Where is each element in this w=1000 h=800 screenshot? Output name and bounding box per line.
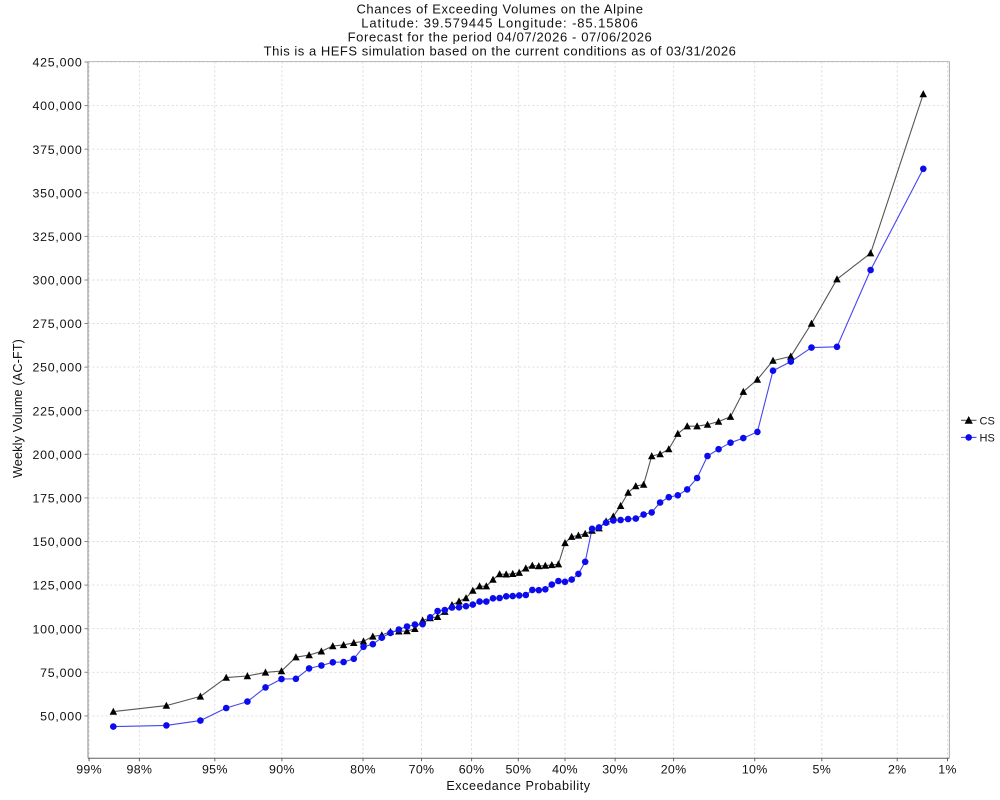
svg-text:HS: HS bbox=[980, 432, 995, 444]
svg-text:Exceedance Probability: Exceedance Probability bbox=[446, 779, 590, 793]
svg-text:This is a HEFS simulation base: This is a HEFS simulation based on the c… bbox=[264, 43, 737, 58]
svg-text:325,000: 325,000 bbox=[32, 230, 82, 244]
svg-text:125,000: 125,000 bbox=[32, 579, 82, 593]
svg-text:99%: 99% bbox=[76, 763, 102, 777]
svg-text:60%: 60% bbox=[459, 763, 485, 777]
svg-text:50%: 50% bbox=[505, 763, 531, 777]
svg-text:70%: 70% bbox=[409, 763, 435, 777]
svg-text:275,000: 275,000 bbox=[32, 317, 82, 331]
svg-text:75,000: 75,000 bbox=[40, 666, 82, 680]
svg-text:Chances of Exceeding Volumes o: Chances of Exceeding Volumes on the Alpi… bbox=[356, 1, 643, 16]
svg-text:100,000: 100,000 bbox=[32, 622, 82, 636]
svg-text:350,000: 350,000 bbox=[32, 186, 82, 200]
svg-text:10%: 10% bbox=[742, 763, 768, 777]
svg-text:20%: 20% bbox=[661, 763, 687, 777]
svg-text:50,000: 50,000 bbox=[40, 710, 82, 724]
svg-text:175,000: 175,000 bbox=[32, 492, 82, 506]
svg-text:40%: 40% bbox=[552, 763, 578, 777]
svg-text:30%: 30% bbox=[602, 763, 628, 777]
svg-text:Forecast for the period 04/07/: Forecast for the period 04/07/2026 - 07/… bbox=[348, 29, 653, 44]
svg-text:95%: 95% bbox=[202, 763, 228, 777]
svg-text:Latitude: 39.579445 Longitude:: Latitude: 39.579445 Longitude: -85.15806 bbox=[361, 15, 638, 30]
svg-text:Weekly Volume (AC-FT): Weekly Volume (AC-FT) bbox=[11, 339, 25, 478]
svg-text:80%: 80% bbox=[350, 763, 376, 777]
svg-text:425,000: 425,000 bbox=[32, 56, 82, 70]
svg-text:98%: 98% bbox=[127, 763, 153, 777]
svg-text:5%: 5% bbox=[813, 763, 832, 777]
svg-text:2%: 2% bbox=[888, 763, 907, 777]
svg-text:90%: 90% bbox=[269, 763, 295, 777]
svg-text:250,000: 250,000 bbox=[32, 361, 82, 375]
svg-text:225,000: 225,000 bbox=[32, 404, 82, 418]
svg-text:150,000: 150,000 bbox=[32, 535, 82, 549]
svg-text:300,000: 300,000 bbox=[32, 274, 82, 288]
svg-text:CS: CS bbox=[980, 415, 995, 427]
svg-text:200,000: 200,000 bbox=[32, 448, 82, 462]
svg-text:400,000: 400,000 bbox=[32, 99, 82, 113]
svg-text:1%: 1% bbox=[938, 763, 957, 777]
svg-text:375,000: 375,000 bbox=[32, 143, 82, 157]
